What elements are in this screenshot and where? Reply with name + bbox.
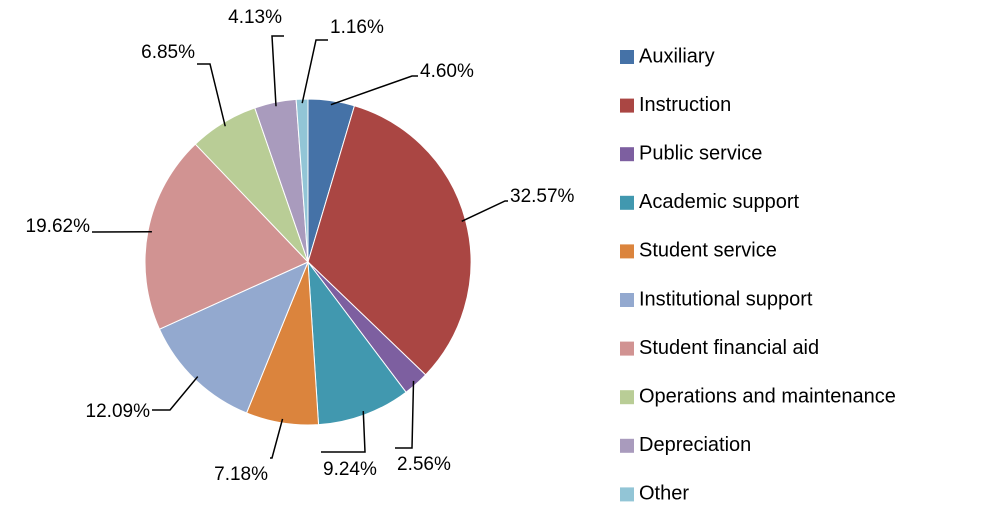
legend-label: Operations and maintenance xyxy=(639,385,896,407)
data-label: 2.56% xyxy=(397,454,451,475)
legend-label: Auxiliary xyxy=(639,45,715,67)
legend-label: Student financial aid xyxy=(639,337,819,359)
legend-swatch xyxy=(620,438,634,453)
pie-slice xyxy=(144,143,309,330)
legend-swatch xyxy=(620,147,634,162)
data-label: 12.09% xyxy=(86,401,151,422)
leader-line xyxy=(271,35,284,107)
legend-swatch xyxy=(620,293,634,307)
leader-line xyxy=(197,63,226,127)
data-label: 4.13% xyxy=(228,7,282,28)
data-label: 1.16% xyxy=(330,17,384,38)
leader-line xyxy=(461,200,508,223)
legend-swatch xyxy=(620,50,634,64)
legend-swatch xyxy=(620,487,634,502)
legend-label: Institutional support xyxy=(639,288,813,310)
legend-label: Other xyxy=(639,483,689,505)
leader-line xyxy=(152,376,199,411)
legend-label: Academic support xyxy=(639,191,800,213)
leader-line xyxy=(321,411,366,453)
data-label: 7.18% xyxy=(214,464,268,485)
leader-line xyxy=(395,380,415,449)
legend-label: Public service xyxy=(639,142,762,164)
legend-swatch xyxy=(620,244,634,259)
data-label: 4.60% xyxy=(420,61,474,82)
legend-label: Student service xyxy=(639,240,777,262)
legend-swatch xyxy=(620,341,634,356)
leader-line xyxy=(301,39,328,104)
legend-label: Depreciation xyxy=(639,434,751,456)
leader-line xyxy=(330,75,418,106)
leader-line xyxy=(270,418,284,459)
data-label: 9.24% xyxy=(323,459,377,480)
pie-slice xyxy=(307,260,407,426)
data-label: 19.62% xyxy=(26,216,91,237)
pie-slice xyxy=(295,98,309,263)
legend-swatch xyxy=(620,98,634,113)
legend-swatch xyxy=(620,390,634,405)
data-label: 32.57% xyxy=(510,186,575,207)
legend-label: Instruction xyxy=(639,94,731,116)
data-label: 6.85% xyxy=(141,42,195,63)
legend-swatch xyxy=(620,195,634,210)
